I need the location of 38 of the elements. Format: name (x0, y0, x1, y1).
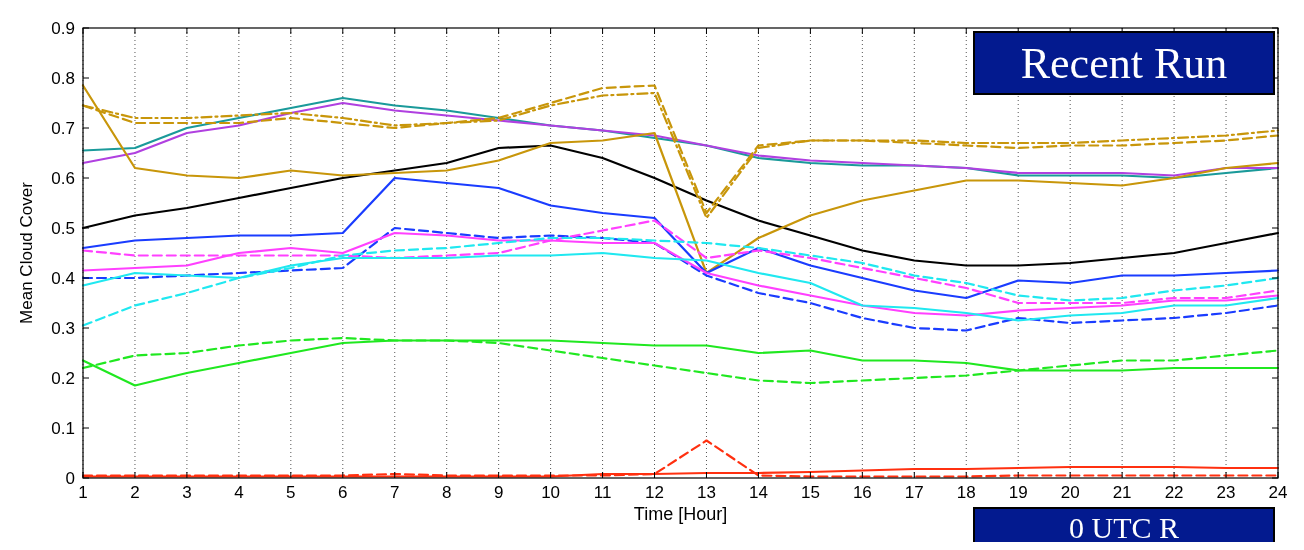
x-tick-label: 3 (182, 483, 192, 502)
x-tick-label: 2 (130, 483, 140, 502)
x-tick-label: 15 (800, 483, 820, 502)
y-tick-label: 0.5 (51, 218, 75, 238)
y-tick-label: 0.9 (51, 18, 75, 38)
y-tick-label: 0.2 (51, 368, 75, 388)
x-tick-label: 8 (441, 483, 452, 502)
y-tick-label: 0.6 (51, 168, 75, 188)
x-tick-label: 6 (338, 483, 348, 502)
x-tick-label: 23 (1216, 483, 1236, 502)
x-tick-label: 10 (541, 483, 561, 502)
x-tick-label: 5 (286, 483, 296, 502)
x-tick-label: 22 (1164, 483, 1184, 502)
x-tick-label: 14 (748, 483, 768, 502)
x-axis-title: Time [Hour] (633, 504, 728, 524)
annotation: Recent Run (1020, 39, 1228, 89)
y-axis-title: Mean Cloud Cover (17, 181, 36, 324)
y-tick-label: 0.1 (51, 418, 75, 438)
x-tick-label: 21 (1112, 483, 1132, 502)
x-tick-label: 1 (78, 483, 88, 502)
x-tick-label: 16 (852, 483, 872, 502)
x-tick-label: 4 (234, 483, 244, 502)
x-tick-label: 11 (593, 483, 612, 502)
x-tick-label: 20 (1060, 483, 1080, 502)
x-tick-label: 17 (904, 483, 924, 502)
x-tick-label: 19 (1008, 483, 1028, 502)
y-tick-label: 0.4 (51, 268, 75, 288)
x-tick-label: 18 (956, 483, 976, 502)
y-tick-label: 0.3 (51, 318, 75, 338)
y-tick-label: 0 (65, 468, 75, 488)
x-tick-label: 9 (493, 483, 504, 502)
x-tick-label: 12 (645, 483, 664, 502)
y-tick-label: 0.8 (51, 68, 75, 88)
x-tick-label: 7 (390, 483, 400, 502)
x-tick-label: 13 (697, 483, 716, 502)
y-tick-label: 0.7 (51, 118, 75, 138)
text: 0 UTC R (1068, 510, 1180, 544)
x-tick-label: 24 (1268, 483, 1288, 502)
